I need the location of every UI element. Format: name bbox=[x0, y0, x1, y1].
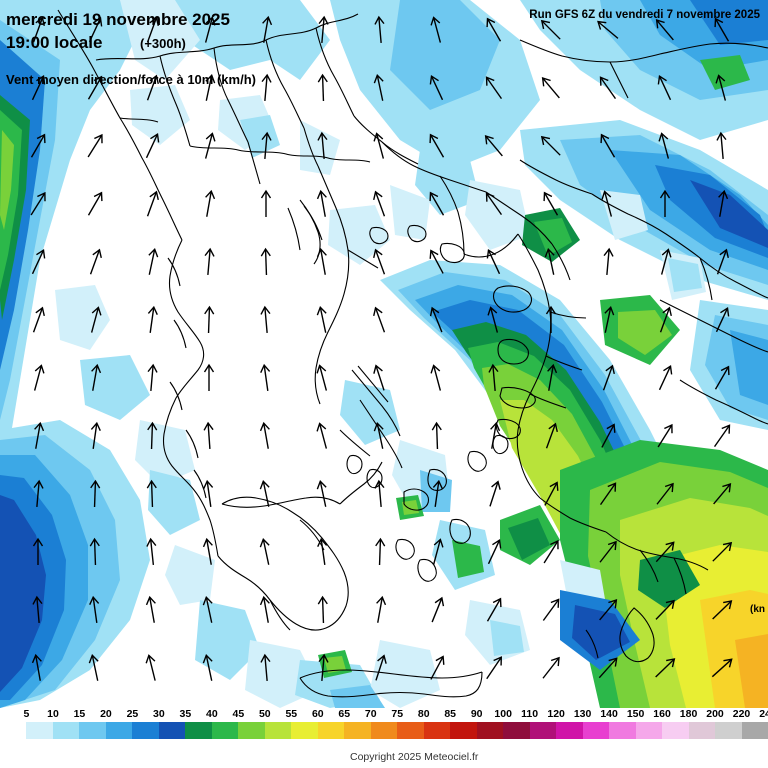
legend-tick-label: 80 bbox=[417, 708, 430, 720]
wind-speed-field bbox=[0, 0, 768, 708]
legend-tick-label: 75 bbox=[391, 708, 404, 720]
parameter-label: Vent moyen direction/force à 10m (km/h) bbox=[6, 72, 256, 87]
legend-tick-label: 70 bbox=[364, 708, 377, 720]
legend-tick-label: 50 bbox=[258, 708, 271, 720]
legend-swatch bbox=[264, 722, 292, 739]
legend-swatch bbox=[79, 722, 106, 739]
legend-tick-label: 220 bbox=[732, 708, 751, 720]
color-scale-legend: 5 10 15 20 25 30 35 40 45 50 55 60 65 70 75 80 85 90 100 11… bbox=[0, 708, 768, 744]
legend-tick-label: 150 bbox=[626, 708, 645, 720]
legend-swatch bbox=[211, 722, 239, 739]
legend-tick-label: 100 bbox=[494, 708, 512, 720]
legend-swatch bbox=[317, 722, 345, 739]
legend-swatch bbox=[715, 722, 742, 739]
legend-tick-label: 200 bbox=[706, 708, 724, 720]
legend-swatch bbox=[105, 722, 133, 739]
legend-swatch bbox=[370, 722, 398, 739]
legend-swatch bbox=[185, 722, 212, 739]
forecast-date: mercredi 19 novembre 2025 bbox=[6, 10, 230, 29]
legend-swatch bbox=[662, 722, 689, 739]
legend-swatch bbox=[556, 722, 583, 739]
legend-swatch bbox=[26, 722, 53, 739]
legend-swatch bbox=[503, 722, 530, 739]
legend-tick-label: 15 bbox=[73, 708, 86, 720]
legend-tick-label: 160 bbox=[653, 708, 671, 720]
legend-tick-label: 60 bbox=[311, 708, 324, 720]
legend-tick-label: 35 bbox=[179, 708, 192, 720]
legend-tick-label: 45 bbox=[232, 708, 245, 720]
legend-swatch bbox=[688, 722, 716, 739]
legend-swatch bbox=[132, 722, 159, 739]
legend-swatch bbox=[344, 722, 371, 739]
legend-tick-label: 110 bbox=[521, 708, 539, 720]
legend-tick-label: 30 bbox=[153, 708, 165, 720]
legend-tick-label: 120 bbox=[547, 708, 565, 720]
copyright-label: Copyright 2025 Meteociel.fr bbox=[350, 751, 479, 763]
legend-swatch bbox=[450, 722, 477, 739]
legend-tick-label: 85 bbox=[444, 708, 457, 720]
legend-swatch bbox=[529, 722, 557, 739]
legend-tick-label: 25 bbox=[126, 708, 139, 720]
wind-arrow-layer bbox=[26, 15, 736, 683]
legend-swatch bbox=[52, 722, 80, 739]
legend-swatch bbox=[476, 722, 504, 739]
legend-swatch bbox=[609, 722, 636, 739]
legend-tick-label: 5 bbox=[23, 708, 30, 720]
legend-tick-label: 10 bbox=[47, 708, 59, 720]
legend-tick-label: 140 bbox=[600, 708, 618, 720]
legend-swatch bbox=[158, 722, 186, 739]
legend-swatch bbox=[0, 722, 27, 739]
legend-tick-label: 20 bbox=[100, 708, 112, 720]
model-run-info: Run GFS 6Z du vendredi 7 novembre 2025 bbox=[529, 9, 760, 21]
legend-swatch bbox=[291, 722, 318, 739]
unit-knots-label: (kn bbox=[750, 604, 765, 615]
legend-swatch bbox=[741, 722, 768, 739]
legend-tick-label: 40 bbox=[206, 708, 218, 720]
legend-swatch bbox=[397, 722, 424, 739]
legend-tick-label: 65 bbox=[338, 708, 351, 720]
legend-tick-label: 130 bbox=[573, 708, 592, 720]
legend-swatch bbox=[635, 722, 663, 739]
legend-swatch bbox=[423, 722, 451, 739]
legend-tick-label: 180 bbox=[679, 708, 698, 720]
legend-swatch bbox=[582, 722, 610, 739]
legend-tick-label: 240 bbox=[759, 708, 768, 720]
forecast-time: 19:00 locale bbox=[6, 33, 103, 52]
legend-swatch bbox=[238, 722, 265, 739]
legend-tick-label: 55 bbox=[285, 708, 298, 720]
forecast-lead-time: (+300h) bbox=[140, 36, 186, 51]
legend-tick-label: 90 bbox=[470, 708, 483, 720]
